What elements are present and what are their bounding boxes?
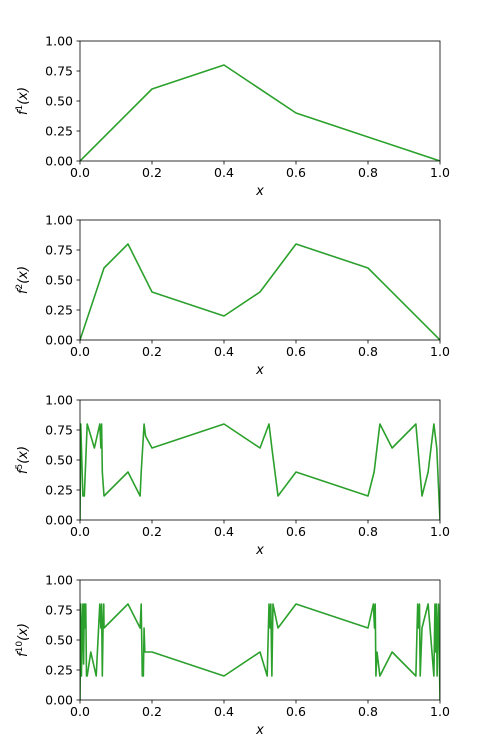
x-tick-label: 1.0: [430, 524, 450, 539]
x-tick-label: 0.8: [358, 344, 378, 359]
x-tick-label: 0.8: [358, 165, 378, 180]
x-tick-label: 0.0: [70, 524, 90, 539]
y-tick-label: 0.75: [45, 243, 73, 258]
subplot-1: 0.0 0.2 0.4 0.6 0.8 1.0 0.00 0.25 0.50 0.75 1.00 x f…: [15, 34, 450, 200]
x-tick-label: 1.0: [430, 165, 450, 180]
y-axis-label: f5(x): [15, 446, 31, 474]
y-tick-label: 0.25: [45, 124, 73, 139]
subplot-4: 0.0 0.2 0.4 0.6 0.8 1.0 0.00 0.25 0.50 0.75 1.00 x f…: [15, 573, 450, 739]
x-tick-label: 0.8: [358, 524, 378, 539]
y-tick-label: 0.75: [45, 423, 73, 438]
x-tick-label: 0.2: [142, 344, 162, 359]
x-axis-label: x: [255, 363, 264, 378]
x-tick-label: 0.6: [286, 524, 306, 539]
y-axis-label-exponent: 2: [15, 284, 25, 290]
x-tick-label: 0.4: [214, 704, 234, 719]
subplot-3: 0.0 0.2 0.4 0.6 0.8 1.0 0.00 0.25 0.50 0.75 1.00 x f…: [15, 393, 450, 559]
y-axis-label-argument: (x): [16, 266, 31, 284]
y-tick-label: 0.00: [45, 693, 73, 708]
y-tick-label: 1.00: [45, 393, 73, 408]
x-tick-label: 1.0: [430, 704, 450, 719]
x-tick-label: 0.0: [70, 704, 90, 719]
y-tick-label: 0.50: [45, 453, 73, 468]
y-tick-label: 0.75: [45, 603, 73, 618]
x-axis-label: x: [255, 723, 264, 738]
y-axis-label-exponent: 5: [15, 464, 25, 470]
x-tick-label: 0.4: [214, 524, 234, 539]
x-axis-label: x: [255, 184, 264, 199]
subplot-2: 0.0 0.2 0.4 0.6 0.8 1.0 0.00 0.25 0.50 0.75 1.00 x f…: [15, 213, 450, 379]
y-axis-label-base: f: [16, 650, 31, 657]
y-axis-label-argument: (x): [16, 623, 31, 641]
x-tick-label: 0.4: [214, 344, 234, 359]
x-tick-label: 0.2: [142, 165, 162, 180]
x-tick-label: 0.6: [286, 704, 306, 719]
y-tick-label: 0.50: [45, 94, 73, 109]
y-tick-label: 1.00: [45, 34, 73, 49]
y-axis-label-argument: (x): [16, 87, 31, 105]
y-tick-label: 0.50: [45, 633, 73, 648]
y-axis-label-base: f: [16, 108, 31, 115]
x-tick-label: 0.6: [286, 165, 306, 180]
y-tick-label: 0.25: [45, 483, 73, 498]
y-tick-label: 0.00: [45, 154, 73, 169]
x-axis-label: x: [255, 543, 264, 558]
y-axis-label-exponent: 10: [15, 641, 25, 653]
series-line-1: [80, 64, 440, 161]
y-axis-label: f1(x): [15, 87, 31, 115]
y-tick-label: 0.75: [45, 64, 73, 79]
series-line-1: [80, 243, 440, 340]
axes-frame: [79, 399, 441, 521]
x-tick-label: 0.2: [142, 704, 162, 719]
y-axis-label-exponent: 1: [15, 105, 25, 111]
y-tick-label: 0.00: [45, 513, 73, 528]
series-line-1: [80, 423, 440, 520]
y-tick-label: 1.00: [45, 573, 73, 588]
x-tick-label: 0.0: [70, 344, 90, 359]
y-tick-label: 0.00: [45, 333, 73, 348]
y-tick-label: 0.50: [45, 273, 73, 288]
y-axis-label-base: f: [16, 287, 31, 294]
series-line-1: [80, 603, 440, 700]
x-tick-label: 0.2: [142, 524, 162, 539]
axes-frame: [79, 579, 441, 701]
y-axis-label: f2(x): [15, 266, 31, 294]
y-tick-label: 0.25: [45, 303, 73, 318]
x-tick-label: 1.0: [430, 344, 450, 359]
y-tick-label: 1.00: [45, 213, 73, 228]
y-axis-label-base: f: [16, 467, 31, 474]
x-tick-label: 0.6: [286, 344, 306, 359]
y-tick-label: 0.25: [45, 663, 73, 678]
y-axis-label: f10(x): [15, 623, 31, 657]
x-tick-label: 0.8: [358, 704, 378, 719]
x-tick-label: 0.4: [214, 165, 234, 180]
axes-frame: [79, 219, 441, 341]
x-tick-label: 0.0: [70, 165, 90, 180]
y-axis-label-argument: (x): [16, 446, 31, 464]
